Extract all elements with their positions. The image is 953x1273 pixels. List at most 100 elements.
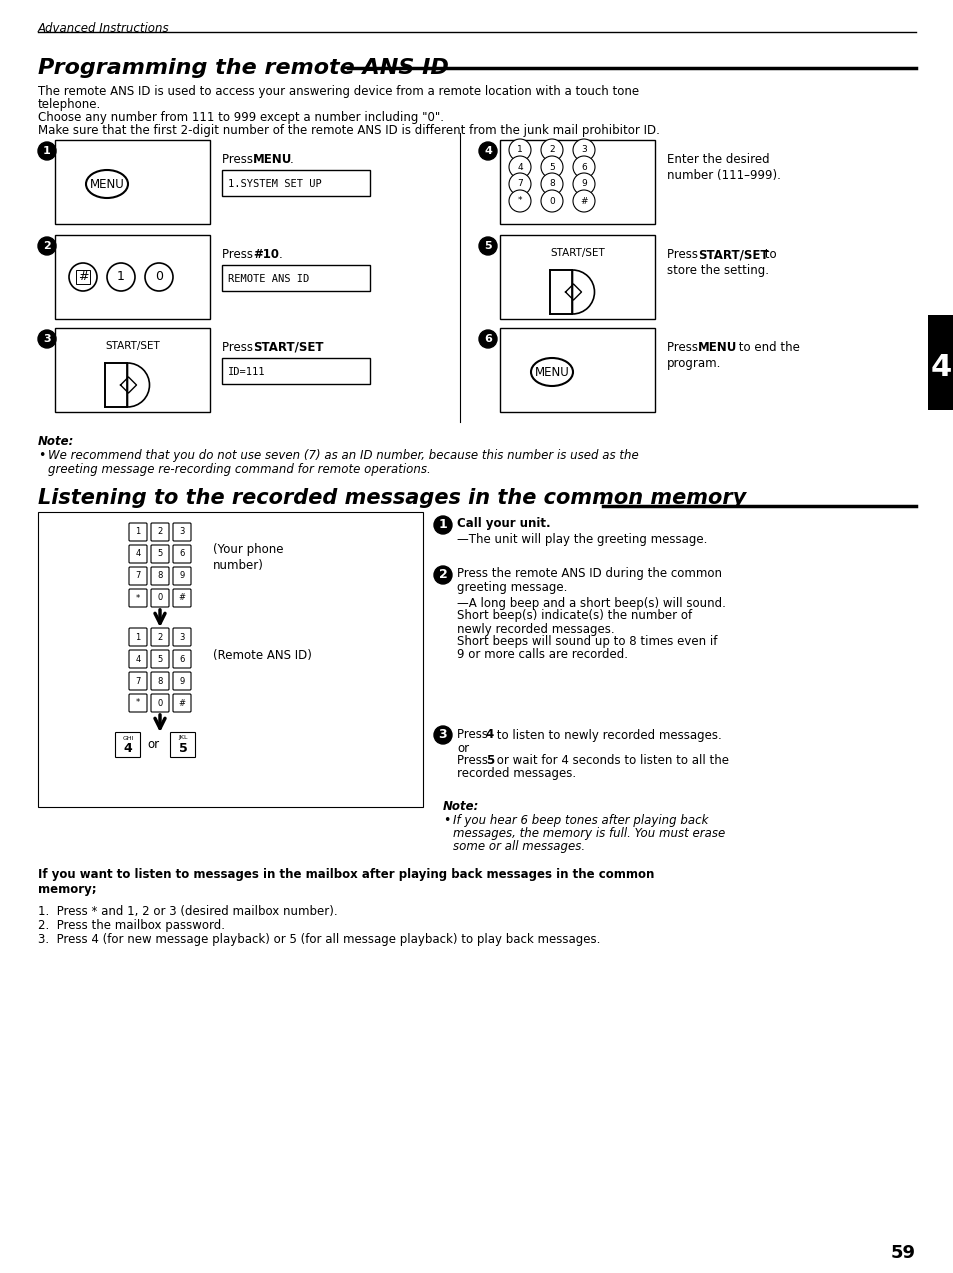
Text: If you want to listen to messages in the mailbox after playing back messages in : If you want to listen to messages in the… (38, 868, 654, 881)
Text: 1: 1 (135, 527, 140, 536)
Text: 1: 1 (135, 633, 140, 642)
Text: Note:: Note: (38, 435, 74, 448)
Text: START/SET: START/SET (253, 341, 323, 354)
Text: *: * (517, 196, 521, 205)
FancyBboxPatch shape (129, 628, 147, 645)
FancyBboxPatch shape (129, 523, 147, 541)
Text: We recommend that you do not use seven (7) as an ID number, because this number : We recommend that you do not use seven (… (48, 449, 639, 462)
Text: .: . (316, 341, 320, 354)
Text: Press: Press (666, 248, 701, 261)
Ellipse shape (531, 358, 573, 386)
Text: 1: 1 (517, 145, 522, 154)
Text: Short beeps will sound up to 8 times even if: Short beeps will sound up to 8 times eve… (456, 635, 717, 648)
Bar (222, 171, 370, 196)
Text: 9: 9 (179, 572, 185, 580)
Wedge shape (128, 363, 150, 407)
Text: 4: 4 (483, 146, 492, 157)
Text: MENU: MENU (698, 341, 737, 354)
Text: 2: 2 (549, 145, 555, 154)
FancyBboxPatch shape (151, 523, 169, 541)
Text: MENU: MENU (534, 365, 569, 378)
Ellipse shape (86, 171, 128, 199)
Text: Press: Press (666, 341, 701, 354)
Text: or wait for 4 seconds to listen to all the: or wait for 4 seconds to listen to all t… (493, 755, 728, 768)
Text: .: . (290, 153, 294, 165)
Text: newly recorded messages.: newly recorded messages. (456, 622, 614, 635)
FancyBboxPatch shape (172, 523, 191, 541)
Circle shape (38, 237, 56, 255)
Circle shape (478, 237, 497, 255)
FancyBboxPatch shape (171, 732, 195, 757)
Text: 4: 4 (929, 353, 951, 382)
Text: messages, the memory is full. You must erase: messages, the memory is full. You must e… (453, 827, 724, 840)
Text: 5: 5 (157, 550, 162, 559)
Text: 8: 8 (157, 676, 163, 685)
Text: Press: Press (222, 341, 256, 354)
FancyBboxPatch shape (151, 694, 169, 712)
Text: MENU: MENU (90, 177, 124, 191)
Circle shape (434, 726, 452, 743)
FancyBboxPatch shape (172, 694, 191, 712)
Text: If you hear 6 beep tones after playing back: If you hear 6 beep tones after playing b… (453, 813, 708, 827)
Circle shape (434, 566, 452, 584)
Circle shape (573, 139, 595, 160)
Text: recorded messages.: recorded messages. (456, 768, 576, 780)
Text: 0: 0 (549, 196, 555, 205)
Text: *: * (135, 699, 140, 708)
Text: 7: 7 (135, 572, 140, 580)
Text: 6: 6 (580, 163, 586, 172)
Text: greeting message re-recording command for remote operations.: greeting message re-recording command fo… (48, 463, 431, 476)
Text: Press: Press (456, 728, 491, 741)
Text: to end the: to end the (734, 341, 799, 354)
Bar (927, 314, 953, 410)
FancyBboxPatch shape (151, 566, 169, 586)
Text: 5: 5 (157, 654, 162, 663)
Bar (499, 140, 655, 224)
Text: Press the remote ANS ID during the common: Press the remote ANS ID during the commo… (456, 568, 721, 580)
Text: #: # (178, 593, 185, 602)
Bar (55, 328, 210, 412)
Text: 5: 5 (178, 742, 187, 755)
FancyBboxPatch shape (172, 589, 191, 607)
Bar (499, 236, 655, 320)
Text: 4: 4 (135, 550, 140, 559)
FancyBboxPatch shape (151, 628, 169, 645)
Text: 6: 6 (483, 334, 492, 344)
FancyBboxPatch shape (172, 545, 191, 563)
Text: 5: 5 (484, 241, 492, 251)
Text: Choose any number from 111 to 999 except a number including "0".: Choose any number from 111 to 999 except… (38, 111, 443, 123)
FancyBboxPatch shape (129, 672, 147, 690)
FancyBboxPatch shape (129, 694, 147, 712)
Text: ID=111: ID=111 (228, 367, 265, 377)
Text: to listen to newly recorded messages.: to listen to newly recorded messages. (493, 728, 720, 741)
Text: 9: 9 (179, 676, 185, 685)
Bar (55, 140, 210, 224)
Text: 7: 7 (517, 179, 522, 188)
Text: 5: 5 (549, 163, 555, 172)
Text: memory;: memory; (38, 883, 96, 896)
Text: 0: 0 (154, 270, 163, 284)
Text: 4: 4 (135, 654, 140, 663)
Text: Listening to the recorded messages in the common memory: Listening to the recorded messages in th… (38, 488, 745, 508)
FancyBboxPatch shape (151, 589, 169, 607)
Text: —The unit will play the greeting message.: —The unit will play the greeting message… (456, 532, 706, 546)
Text: 9: 9 (580, 179, 586, 188)
Bar (222, 265, 370, 292)
Circle shape (540, 173, 562, 195)
Text: START/SET: START/SET (105, 341, 160, 351)
FancyBboxPatch shape (151, 672, 169, 690)
Circle shape (434, 516, 452, 533)
Text: 6: 6 (179, 550, 185, 559)
Circle shape (107, 264, 135, 292)
Text: 3: 3 (43, 334, 51, 344)
Text: 2.  Press the mailbox password.: 2. Press the mailbox password. (38, 919, 225, 932)
FancyBboxPatch shape (115, 732, 140, 757)
Text: Make sure that the first 2-digit number of the remote ANS ID is different from t: Make sure that the first 2-digit number … (38, 123, 659, 137)
Circle shape (573, 157, 595, 178)
Text: 2: 2 (157, 633, 162, 642)
Text: Press: Press (222, 248, 256, 261)
Text: 4: 4 (124, 742, 132, 755)
Text: MENU: MENU (253, 153, 292, 165)
Text: number): number) (213, 560, 264, 573)
FancyBboxPatch shape (129, 566, 147, 586)
